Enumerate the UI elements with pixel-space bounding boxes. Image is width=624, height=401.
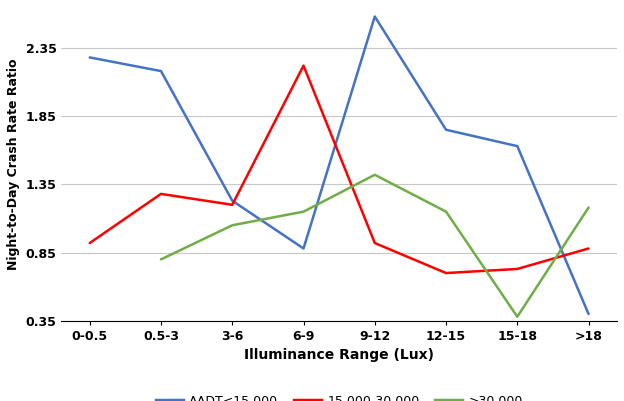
>30,000	[585, 205, 592, 210]
15,000-30,000	[371, 241, 379, 245]
Y-axis label: Night-to-Day Crash Rate Ratio: Night-to-Day Crash Rate Ratio	[7, 58, 20, 269]
>30,000	[300, 209, 307, 214]
>30,000	[228, 223, 236, 228]
AADT<15,000	[371, 14, 379, 19]
X-axis label: Illuminance Range (Lux): Illuminance Range (Lux)	[244, 348, 434, 363]
AADT<15,000	[585, 312, 592, 316]
15,000-30,000	[157, 192, 165, 196]
15,000-30,000	[442, 271, 450, 275]
Line: 15,000-30,000: 15,000-30,000	[90, 66, 588, 273]
AADT<15,000	[157, 69, 165, 73]
15,000-30,000	[86, 241, 94, 245]
AADT<15,000	[300, 246, 307, 251]
Line: >30,000: >30,000	[161, 175, 588, 317]
15,000-30,000	[514, 267, 521, 271]
>30,000	[514, 314, 521, 319]
>30,000	[157, 257, 165, 262]
>30,000	[371, 172, 379, 177]
15,000-30,000	[300, 63, 307, 68]
>30,000	[442, 209, 450, 214]
AADT<15,000	[442, 128, 450, 132]
15,000-30,000	[228, 203, 236, 207]
Legend: AADT<15,000, 15,000-30,000, >30,000: AADT<15,000, 15,000-30,000, >30,000	[150, 390, 528, 401]
AADT<15,000	[228, 198, 236, 203]
AADT<15,000	[514, 144, 521, 148]
15,000-30,000	[585, 246, 592, 251]
Line: AADT<15,000: AADT<15,000	[90, 16, 588, 314]
AADT<15,000	[86, 55, 94, 60]
